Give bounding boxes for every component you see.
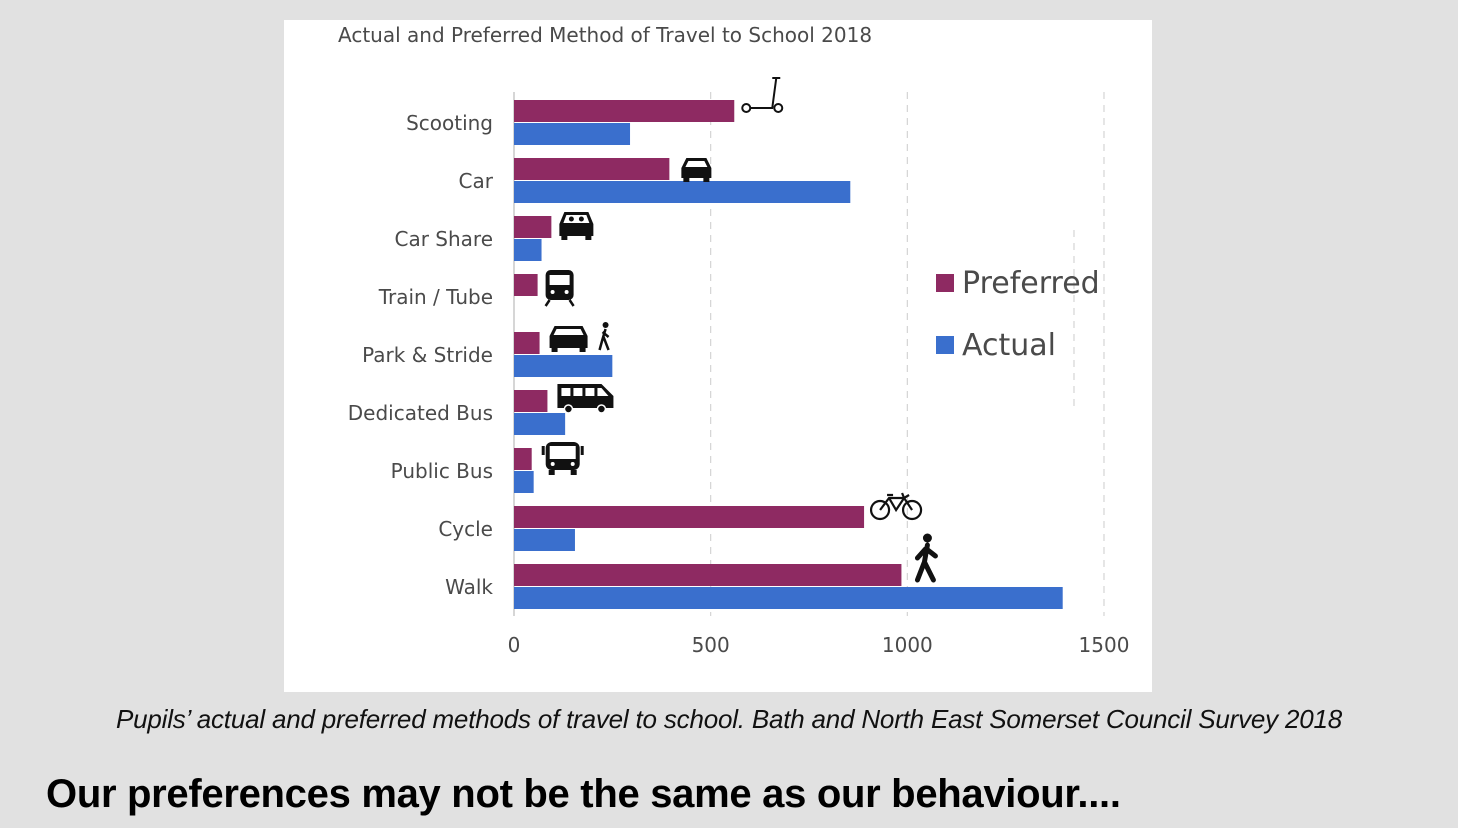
headline: Our preferences may not be the same as o… xyxy=(46,772,1121,816)
legend-swatch xyxy=(936,274,954,292)
scooter-icon xyxy=(741,77,784,113)
category-label: Public Bus xyxy=(391,459,493,483)
legend-label: Preferred xyxy=(962,266,1100,301)
bar-actual xyxy=(514,181,851,203)
x-tick-label: 1000 xyxy=(882,633,933,657)
x-tick-label: 1500 xyxy=(1079,633,1130,657)
bar-chart: Actual and Preferred Method of Travel to… xyxy=(338,23,1130,657)
bar-preferred xyxy=(514,216,552,238)
bicycle-icon xyxy=(869,492,923,521)
train-icon xyxy=(544,270,575,307)
category-label: Cycle xyxy=(438,517,493,541)
bar-actual xyxy=(514,529,575,551)
bar-preferred xyxy=(514,332,540,354)
car-share-icon xyxy=(559,212,594,240)
bar-actual xyxy=(514,123,631,145)
bar-preferred xyxy=(514,506,865,528)
bar-preferred xyxy=(514,158,670,180)
bar-actual xyxy=(514,239,542,261)
figure-caption: Pupils’ actual and preferred methods of … xyxy=(115,704,1343,734)
category-label: Park & Stride xyxy=(362,343,493,367)
bar-preferred xyxy=(514,448,532,470)
minibus-icon xyxy=(557,384,614,414)
x-tick-label: 500 xyxy=(692,633,730,657)
bar-preferred xyxy=(514,390,548,412)
legend-swatch xyxy=(936,336,954,354)
legend-label: Actual xyxy=(962,328,1056,363)
chart-panel: Actual and Preferred Method of Travel to… xyxy=(284,20,1152,692)
category-label: Car Share xyxy=(394,227,493,251)
bar-actual xyxy=(514,413,566,435)
x-tick-label: 0 xyxy=(508,633,521,657)
category-label: Scooting xyxy=(406,111,493,135)
park-and-stride-icon xyxy=(549,322,610,352)
category-label: Car xyxy=(459,169,494,193)
category-label: Train / Tube xyxy=(378,285,493,309)
bus-icon xyxy=(541,442,584,475)
bar-preferred xyxy=(514,100,735,122)
bar-actual xyxy=(514,587,1063,609)
bar-actual xyxy=(514,471,534,493)
car-icon xyxy=(681,158,712,182)
bar-actual xyxy=(514,355,613,377)
bar-preferred xyxy=(514,274,538,296)
category-label: Walk xyxy=(445,575,493,599)
bar-preferred xyxy=(514,564,902,586)
category-label: Dedicated Bus xyxy=(348,401,493,425)
walking-person-icon xyxy=(914,533,938,583)
chart-title: Actual and Preferred Method of Travel to… xyxy=(338,23,872,47)
